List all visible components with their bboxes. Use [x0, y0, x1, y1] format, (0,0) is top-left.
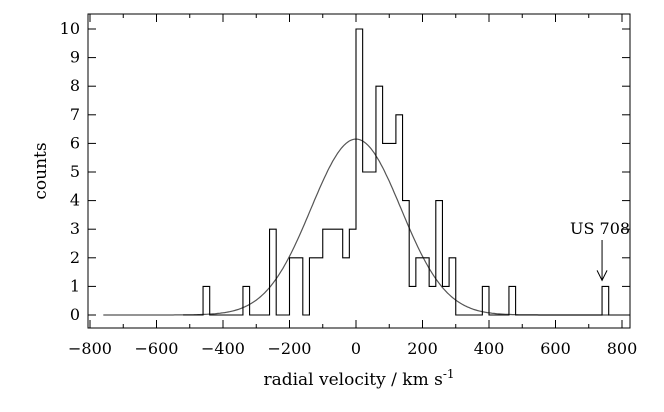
y-tick-label: 9	[70, 48, 80, 67]
y-tick-label: 5	[70, 162, 80, 181]
x-tick-label: 600	[540, 339, 571, 358]
x-axis-label: radial velocity / km s-1	[263, 367, 454, 390]
tick-labels-group: −800 −600 −400 −200 0 200 400 600 800 0 1 2 3 4 5 6 7 8 9 1…	[60, 19, 638, 358]
y-tick-label: 1	[70, 276, 80, 295]
y-axis-label: counts	[31, 142, 51, 199]
x-tick-label: 0	[351, 339, 361, 358]
y-tick-label: 8	[70, 76, 80, 95]
y-tick-label: 10	[60, 19, 80, 38]
x-tick-label: −200	[268, 339, 312, 358]
y-tick-label: 3	[70, 219, 80, 238]
y-tick-label: 6	[70, 133, 80, 152]
x-tick-label: −400	[201, 339, 245, 358]
histogram-outline	[183, 28, 622, 316]
x-axis-label-text: radial velocity / km s	[263, 370, 442, 390]
ticks-group	[88, 14, 630, 328]
x-tick-label: 800	[607, 339, 638, 358]
y-tick-label: 0	[70, 305, 80, 324]
y-tick-label: 2	[70, 248, 80, 267]
x-tick-label: −600	[135, 339, 179, 358]
annotation-group: US 708	[570, 219, 630, 282]
plot-frame	[87, 13, 631, 329]
x-tick-label: 400	[474, 339, 505, 358]
annotation-label: US 708	[570, 219, 630, 238]
annotation-arrow-head	[596, 270, 608, 282]
y-tick-label: 7	[70, 105, 80, 124]
x-tick-label: 200	[407, 339, 438, 358]
y-tick-label: 4	[70, 191, 80, 210]
x-tick-label: −800	[68, 339, 112, 358]
x-axis-label-superscript: -1	[443, 367, 455, 381]
